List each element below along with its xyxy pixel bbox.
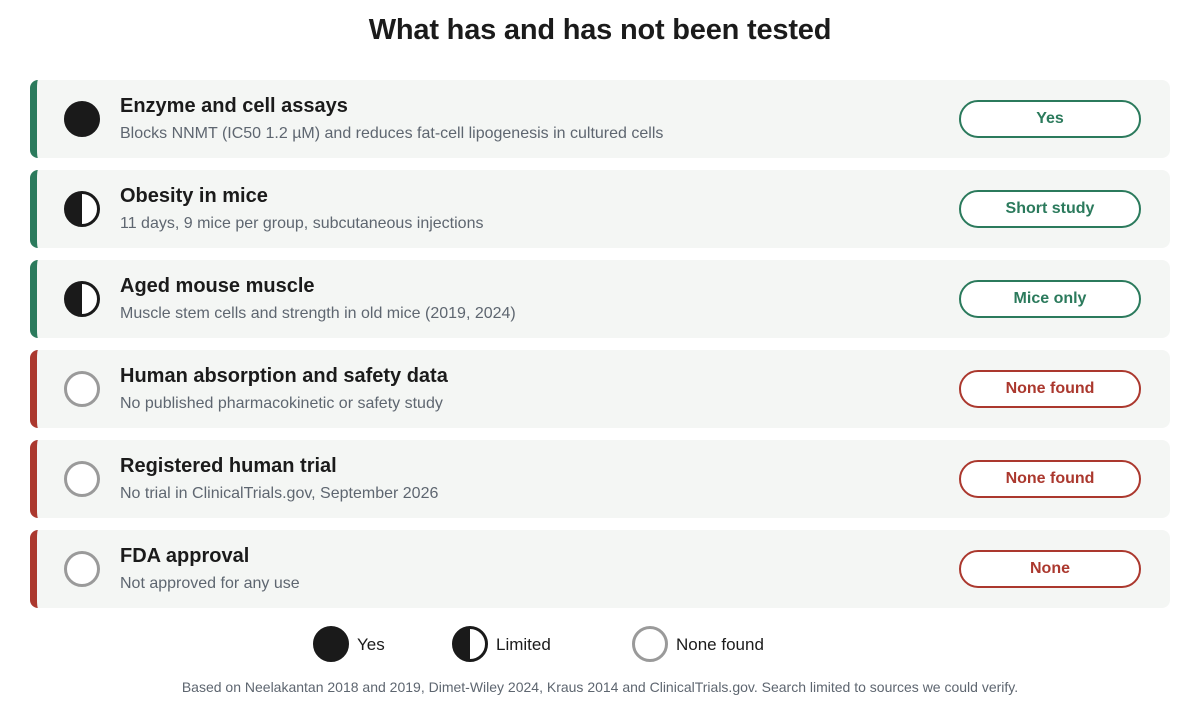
row-title: Obesity in mice — [120, 185, 268, 207]
legend-label: Limited — [496, 635, 551, 654]
legend-label: None found — [676, 635, 764, 654]
row-description: No trial in ClinicalTrials.gov, Septembe… — [120, 485, 439, 502]
evidence-row-human-trial: Registered human trial No trial in Clini… — [30, 440, 1170, 518]
status-badge: None found — [959, 370, 1141, 408]
evidence-list: Enzyme and cell assays Blocks NNMT (IC50… — [30, 80, 1170, 620]
evidence-row-obesity-mice: Obesity in mice 11 days, 9 mice per grou… — [30, 170, 1170, 248]
row-title: Human absorption and safety data — [120, 365, 448, 387]
evidence-row-fda-approval: FDA approval Not approved for any use No… — [30, 530, 1170, 608]
page-title: What has and has not been tested — [368, 14, 832, 46]
status-badge: None found — [959, 460, 1141, 498]
empty-circle-icon — [64, 551, 100, 587]
row-title: Aged mouse muscle — [120, 275, 315, 297]
legend-label: Yes — [357, 635, 385, 654]
status-badge: Yes — [959, 100, 1141, 138]
empty-circle-icon — [64, 461, 100, 497]
evidence-row-enzyme-cell-assays: Enzyme and cell assays Blocks NNMT (IC50… — [30, 80, 1170, 158]
half-circle-icon — [64, 281, 100, 317]
row-description: No published pharmacokinetic or safety s… — [120, 395, 443, 412]
row-description: Not approved for any use — [120, 575, 300, 592]
status-badge: Mice only — [959, 280, 1141, 318]
status-badge: None — [959, 550, 1141, 588]
row-title: Registered human trial — [120, 455, 337, 477]
full-circle-icon — [64, 101, 100, 137]
half-circle-icon — [64, 191, 100, 227]
full-circle-icon — [313, 626, 349, 662]
half-circle-icon — [452, 626, 488, 662]
empty-circle-icon — [632, 626, 668, 662]
row-description: Muscle stem cells and strength in old mi… — [120, 305, 516, 322]
status-badge: Short study — [959, 190, 1141, 228]
row-description: 11 days, 9 mice per group, subcutaneous … — [120, 215, 484, 232]
row-title: FDA approval — [120, 545, 250, 567]
footnote: Based on Neelakantan 2018 and 2019, Dime… — [181, 679, 1019, 695]
row-title: Enzyme and cell assays — [120, 95, 348, 117]
row-description: Blocks NNMT (IC50 1.2 µM) and reduces fa… — [120, 125, 664, 142]
evidence-row-human-safety: Human absorption and safety data No publ… — [30, 350, 1170, 428]
empty-circle-icon — [64, 371, 100, 407]
evidence-row-aged-mouse-muscle: Aged mouse muscle Muscle stem cells and … — [30, 260, 1170, 338]
legend: Yes Limited None found — [0, 626, 1200, 662]
